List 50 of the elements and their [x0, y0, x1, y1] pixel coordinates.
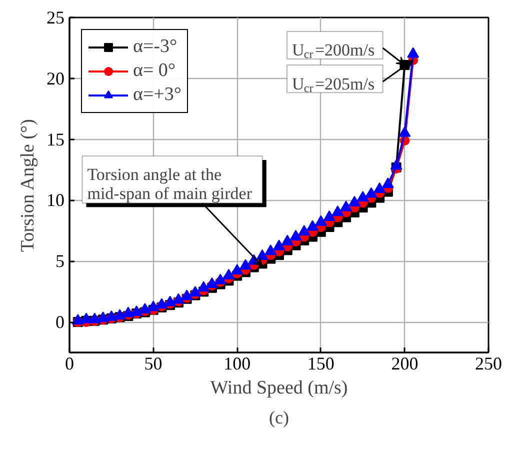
x-tick-label: 50 — [144, 354, 162, 374]
annotation: Torsion angle at the mid-span of main girder — [87, 165, 252, 203]
x-tick-label: 100 — [224, 354, 251, 374]
y-tick-label: 5 — [56, 251, 64, 272]
y-tick-label: 15 — [46, 129, 64, 150]
point — [273, 240, 285, 250]
point — [239, 259, 252, 270]
text: (c) — [269, 408, 289, 428]
point — [314, 215, 327, 226]
point — [164, 296, 176, 306]
point — [332, 206, 344, 216]
point — [390, 159, 402, 170]
point — [189, 286, 202, 296]
point — [323, 210, 336, 221]
y-tick-label: 20 — [46, 68, 64, 88]
point — [156, 298, 168, 309]
legend-label: α=+3° — [133, 84, 182, 106]
point — [88, 312, 101, 324]
point — [256, 249, 268, 260]
point — [306, 220, 319, 231]
point — [180, 290, 193, 300]
point — [138, 303, 151, 314]
y-axis-title: Torsion Angle (°) — [18, 119, 38, 252]
point — [398, 126, 411, 137]
x-axis-title: Wind Speed (m/s) — [210, 378, 348, 398]
legend-label: α= 0° — [133, 60, 176, 82]
point — [206, 277, 218, 288]
point — [298, 225, 310, 236]
point — [281, 234, 294, 246]
point — [147, 300, 160, 312]
x-tick-label: 150 — [307, 354, 334, 374]
point — [374, 182, 386, 193]
point — [264, 244, 277, 256]
point — [382, 178, 394, 188]
point — [214, 274, 226, 284]
legend-label: α=-3° — [133, 36, 178, 58]
point — [340, 200, 352, 212]
point — [198, 281, 210, 292]
point — [407, 47, 420, 58]
y-tick-label: 25 — [46, 8, 64, 28]
point — [231, 264, 244, 275]
x-tick-label: 250 — [475, 354, 502, 374]
y-tick-label: 10 — [46, 190, 64, 210]
y-tick-label: 0 — [56, 312, 64, 332]
x-tick-label: 200 — [391, 354, 418, 374]
point — [356, 190, 369, 202]
point — [348, 196, 360, 206]
point — [222, 268, 235, 280]
point — [365, 187, 378, 198]
point — [290, 230, 302, 240]
